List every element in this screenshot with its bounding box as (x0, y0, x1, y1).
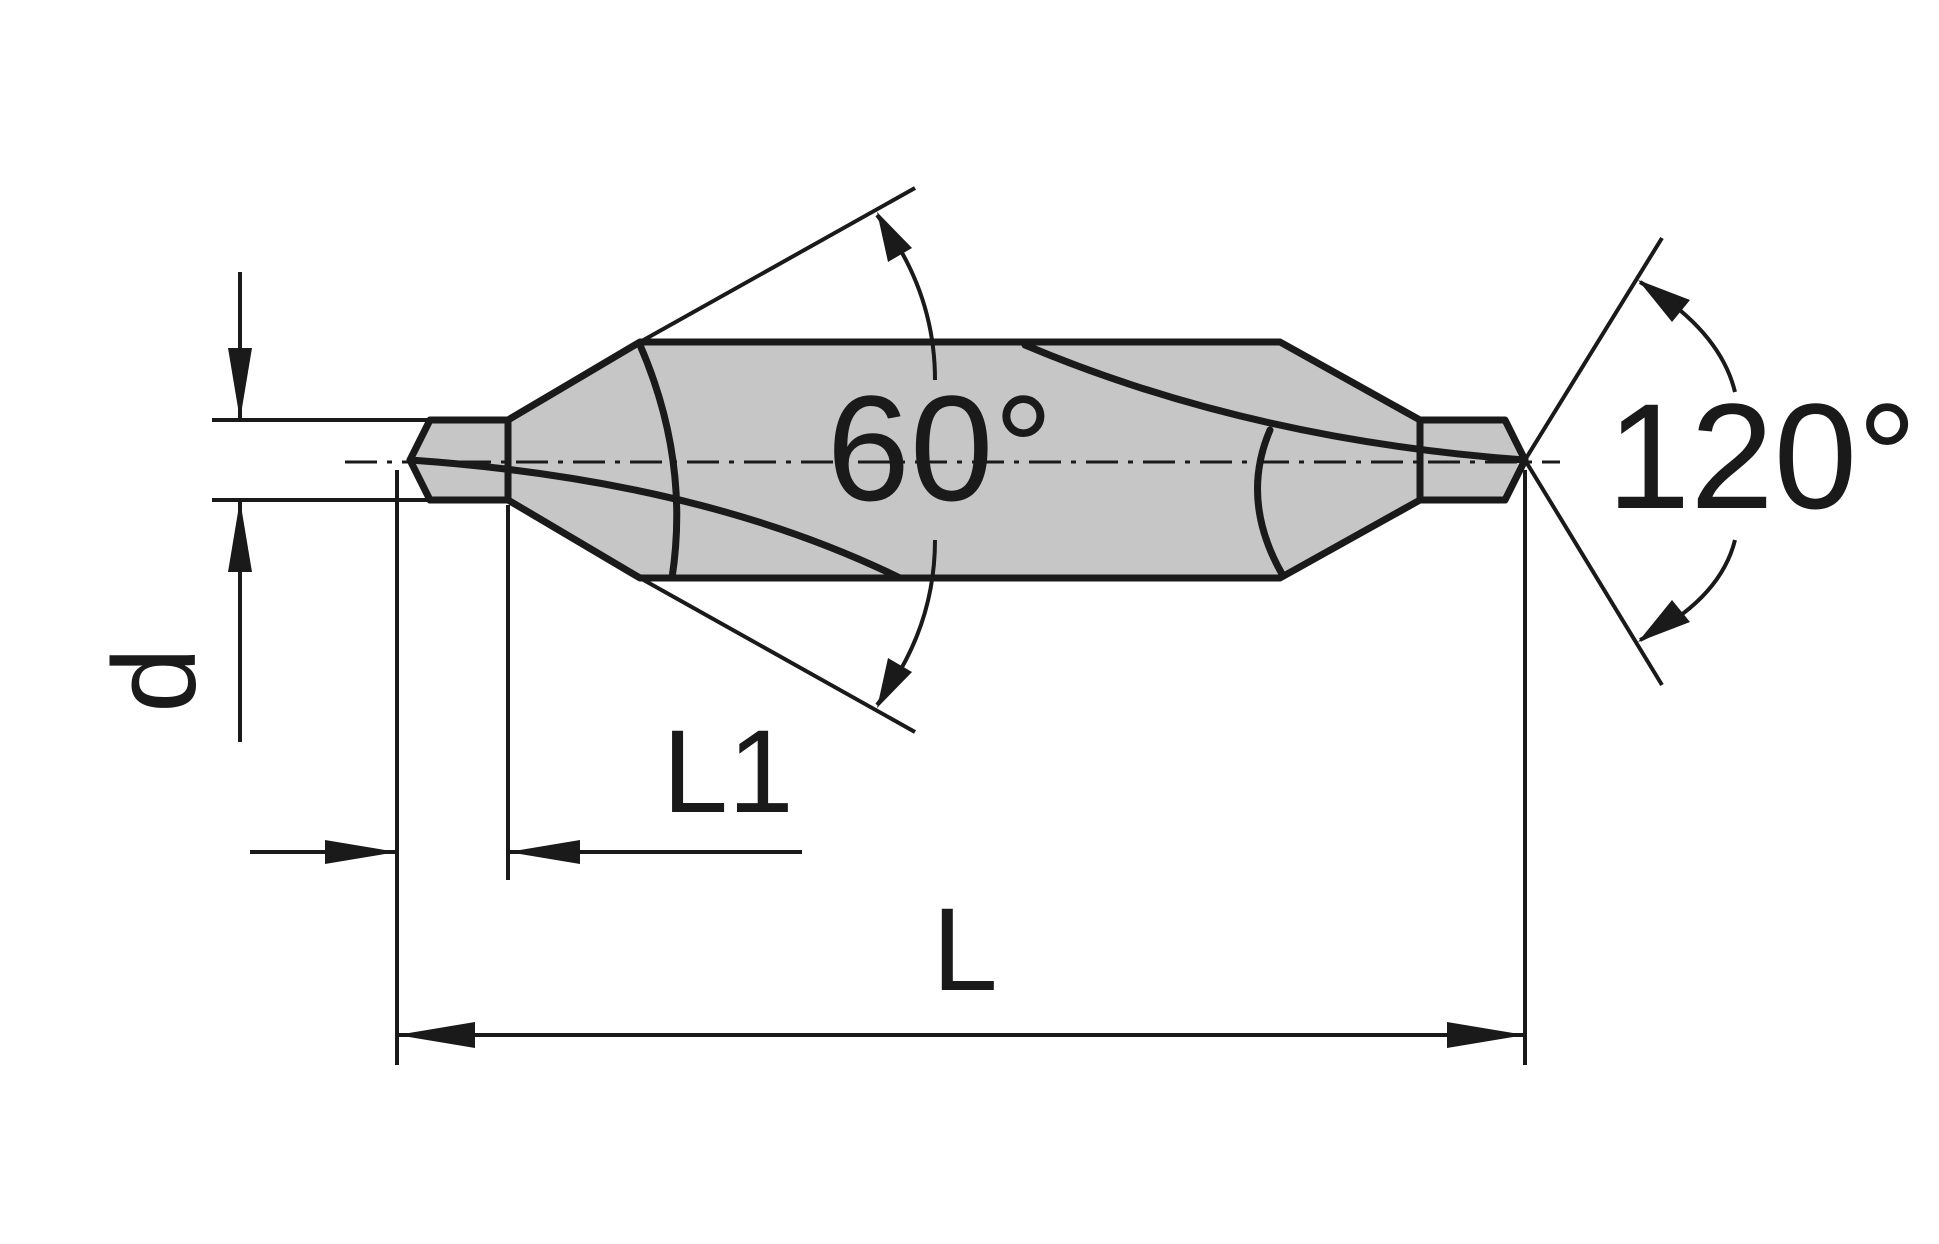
cone-arrow-upper (877, 212, 912, 262)
point-angle-label: 120° (1607, 372, 1917, 540)
point-arrow-upper (1638, 280, 1690, 322)
l1-arrow-left (325, 840, 397, 864)
right-cone-arc (1254, 426, 1286, 578)
l-arrow-right (1447, 1022, 1525, 1048)
drill-silhouette (406, 338, 1529, 582)
tip-length-dimension (250, 470, 802, 1065)
point-extension-upper (1523, 236, 1664, 462)
left-flute (406, 456, 904, 582)
point-extension-lower (1523, 458, 1664, 687)
cone-angle-label: 60° (827, 364, 1054, 532)
overall-length-dimension (397, 470, 1527, 1065)
d-arrow-upper (228, 348, 252, 420)
cone-extension-lower (639, 576, 916, 734)
diameter-dimension (212, 272, 430, 742)
overall-length-label: L (932, 884, 998, 1016)
l-arrow-left (397, 1022, 475, 1048)
d-arrow-lower (228, 500, 252, 572)
cone-arrow-lower (877, 658, 912, 708)
point-arrow-lower (1638, 600, 1690, 642)
cone-extension-upper (639, 186, 916, 344)
diameter-label: d (89, 647, 221, 713)
l1-arrow-right (508, 840, 580, 864)
tip-length-label: L1 (662, 706, 793, 838)
cone-angle-dimension (639, 186, 937, 734)
point-angle-dimension (1523, 236, 1737, 687)
right-flute (1021, 341, 1529, 464)
